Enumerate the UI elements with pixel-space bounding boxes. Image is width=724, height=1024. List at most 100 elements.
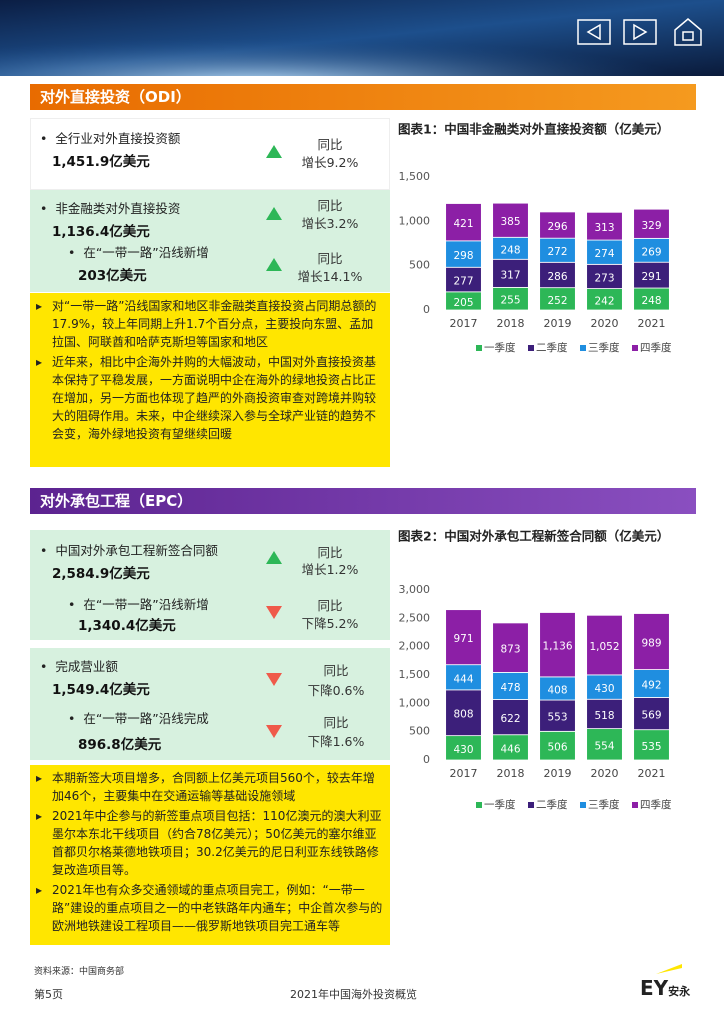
data-label: 421 bbox=[453, 218, 473, 230]
bar-segment bbox=[445, 735, 482, 761]
note: 2021年也有众多交通领域的重点项目完工，例如：“一带一路”建设的重点项目之一的… bbox=[36, 881, 384, 935]
bar-segment bbox=[539, 699, 576, 732]
bar-segment bbox=[586, 211, 623, 241]
bar-segment bbox=[445, 240, 482, 268]
y-tick-label: 1,500 bbox=[399, 170, 431, 183]
bar-segment bbox=[633, 208, 670, 239]
bar-segment bbox=[633, 729, 670, 761]
data-label: 273 bbox=[594, 272, 614, 284]
stat-compare: 同比 bbox=[317, 545, 343, 560]
stat-label: • 在“一带一路”沿线新增 bbox=[68, 597, 209, 612]
logo-mark bbox=[656, 964, 682, 974]
data-label: 296 bbox=[547, 221, 567, 233]
legend-label: 三季度 bbox=[588, 341, 620, 354]
note: 近年来，相比中企海外并购的大幅波动，中国对外直接投资基本保持了平稳发展，一方面说… bbox=[36, 353, 384, 443]
bar-segment bbox=[492, 286, 529, 311]
stat-change: 增长14.1% bbox=[297, 269, 363, 284]
data-label: 622 bbox=[500, 713, 520, 725]
stat-compare: 同比 bbox=[317, 598, 343, 613]
data-label: 252 bbox=[547, 295, 567, 307]
notes-box: 本期新签大项目增多，合同额上亿美元项目560个，较去年增加46个，主要集中在交通… bbox=[30, 765, 390, 945]
data-label: 286 bbox=[547, 271, 567, 283]
stat-compare: 同比 bbox=[323, 715, 349, 730]
y-tick-label: 0 bbox=[423, 303, 430, 316]
bar-segment bbox=[492, 734, 529, 761]
data-label: 272 bbox=[547, 246, 567, 258]
x-tick-label: 2020 bbox=[591, 767, 619, 780]
legend-label: 四季度 bbox=[640, 798, 672, 811]
data-label: 430 bbox=[453, 744, 473, 756]
data-label: 446 bbox=[500, 743, 520, 755]
data-label: 255 bbox=[500, 295, 520, 307]
y-tick-label: 1,000 bbox=[399, 214, 431, 227]
source: 资料来源：中国商务部 bbox=[34, 967, 125, 977]
bar-segment bbox=[539, 287, 576, 311]
data-label: 1,136 bbox=[542, 641, 572, 653]
x-tick-label: 2018 bbox=[497, 767, 525, 780]
bar-segment bbox=[445, 203, 482, 242]
x-tick-label: 2018 bbox=[497, 317, 525, 330]
stat-box bbox=[30, 648, 390, 760]
legend-label: 一季度 bbox=[484, 341, 516, 354]
y-tick-label: 2,500 bbox=[399, 611, 431, 624]
legend-swatch bbox=[476, 802, 482, 808]
chart-title: 图表1：中国非金融类对外直接投资额（亿美元） bbox=[398, 122, 669, 137]
bar-segment bbox=[539, 612, 576, 678]
x-tick-label: 2017 bbox=[450, 767, 478, 780]
header-banner bbox=[0, 0, 724, 76]
legend-label: 二季度 bbox=[536, 798, 568, 811]
data-label: 408 bbox=[547, 684, 567, 696]
bar-segment bbox=[445, 689, 482, 737]
bar-segment bbox=[492, 202, 529, 238]
bar-segment bbox=[492, 258, 529, 288]
stat-label: • 在“一带一路”沿线新增 bbox=[68, 245, 209, 260]
stat-value: 203亿美元 bbox=[78, 268, 147, 284]
data-label: 430 bbox=[594, 683, 614, 695]
data-label: 808 bbox=[453, 709, 473, 721]
data-label: 1,052 bbox=[589, 641, 619, 653]
x-tick-label: 2019 bbox=[544, 767, 572, 780]
stat-box bbox=[30, 530, 390, 640]
legend-swatch bbox=[476, 345, 482, 351]
logo: EY安永 bbox=[640, 976, 691, 1000]
stat-change: 增长9.2% bbox=[301, 155, 359, 170]
bar-segment bbox=[492, 236, 529, 260]
data-label: 269 bbox=[641, 246, 661, 258]
stat-value: 1,549.4亿美元 bbox=[52, 682, 150, 698]
legend-swatch bbox=[580, 345, 586, 351]
bar-segment bbox=[492, 699, 529, 736]
report-title: 2021年中国海外投资概览 bbox=[290, 988, 417, 1001]
legend-label: 三季度 bbox=[588, 798, 620, 811]
y-tick-label: 3,000 bbox=[399, 583, 431, 596]
trend-icons bbox=[266, 145, 282, 271]
data-label: 506 bbox=[547, 742, 567, 754]
y-tick-label: 2,000 bbox=[399, 640, 431, 653]
bar-segment bbox=[539, 237, 576, 263]
bar-segment bbox=[539, 676, 576, 701]
legend-swatch bbox=[632, 345, 638, 351]
legend-swatch bbox=[632, 802, 638, 808]
bar-segment bbox=[492, 671, 529, 700]
stat-change: 下降0.6% bbox=[307, 683, 365, 698]
legend-swatch bbox=[580, 802, 586, 808]
bar-segment bbox=[633, 261, 670, 289]
data-label: 569 bbox=[641, 710, 661, 722]
stat-compare: 同比 bbox=[317, 198, 343, 213]
data-label: 535 bbox=[641, 741, 661, 753]
data-label: 478 bbox=[500, 682, 520, 694]
data-label: 242 bbox=[594, 295, 614, 307]
data-label: 317 bbox=[500, 269, 520, 281]
notes-box: 对“一带一路”沿线国家和地区非金融类直接投资占同期总额的17.9%，较上年同期上… bbox=[30, 293, 390, 467]
data-label: 291 bbox=[641, 271, 661, 283]
stat-value: 1,340.4亿美元 bbox=[78, 618, 176, 634]
data-label: 277 bbox=[453, 276, 473, 288]
bar-segment bbox=[586, 698, 623, 730]
stat-compare: 同比 bbox=[317, 251, 343, 266]
y-tick-label: 1,000 bbox=[399, 696, 431, 709]
x-tick-label: 2021 bbox=[638, 767, 666, 780]
bar-segment bbox=[586, 728, 623, 761]
section-title: 对外直接投资（ODI） bbox=[30, 84, 696, 110]
stat-change: 下降1.6% bbox=[307, 734, 365, 749]
stat-change: 下降5.2% bbox=[301, 616, 359, 631]
stat-label: • 非金融类对外直接投资 bbox=[40, 201, 181, 216]
